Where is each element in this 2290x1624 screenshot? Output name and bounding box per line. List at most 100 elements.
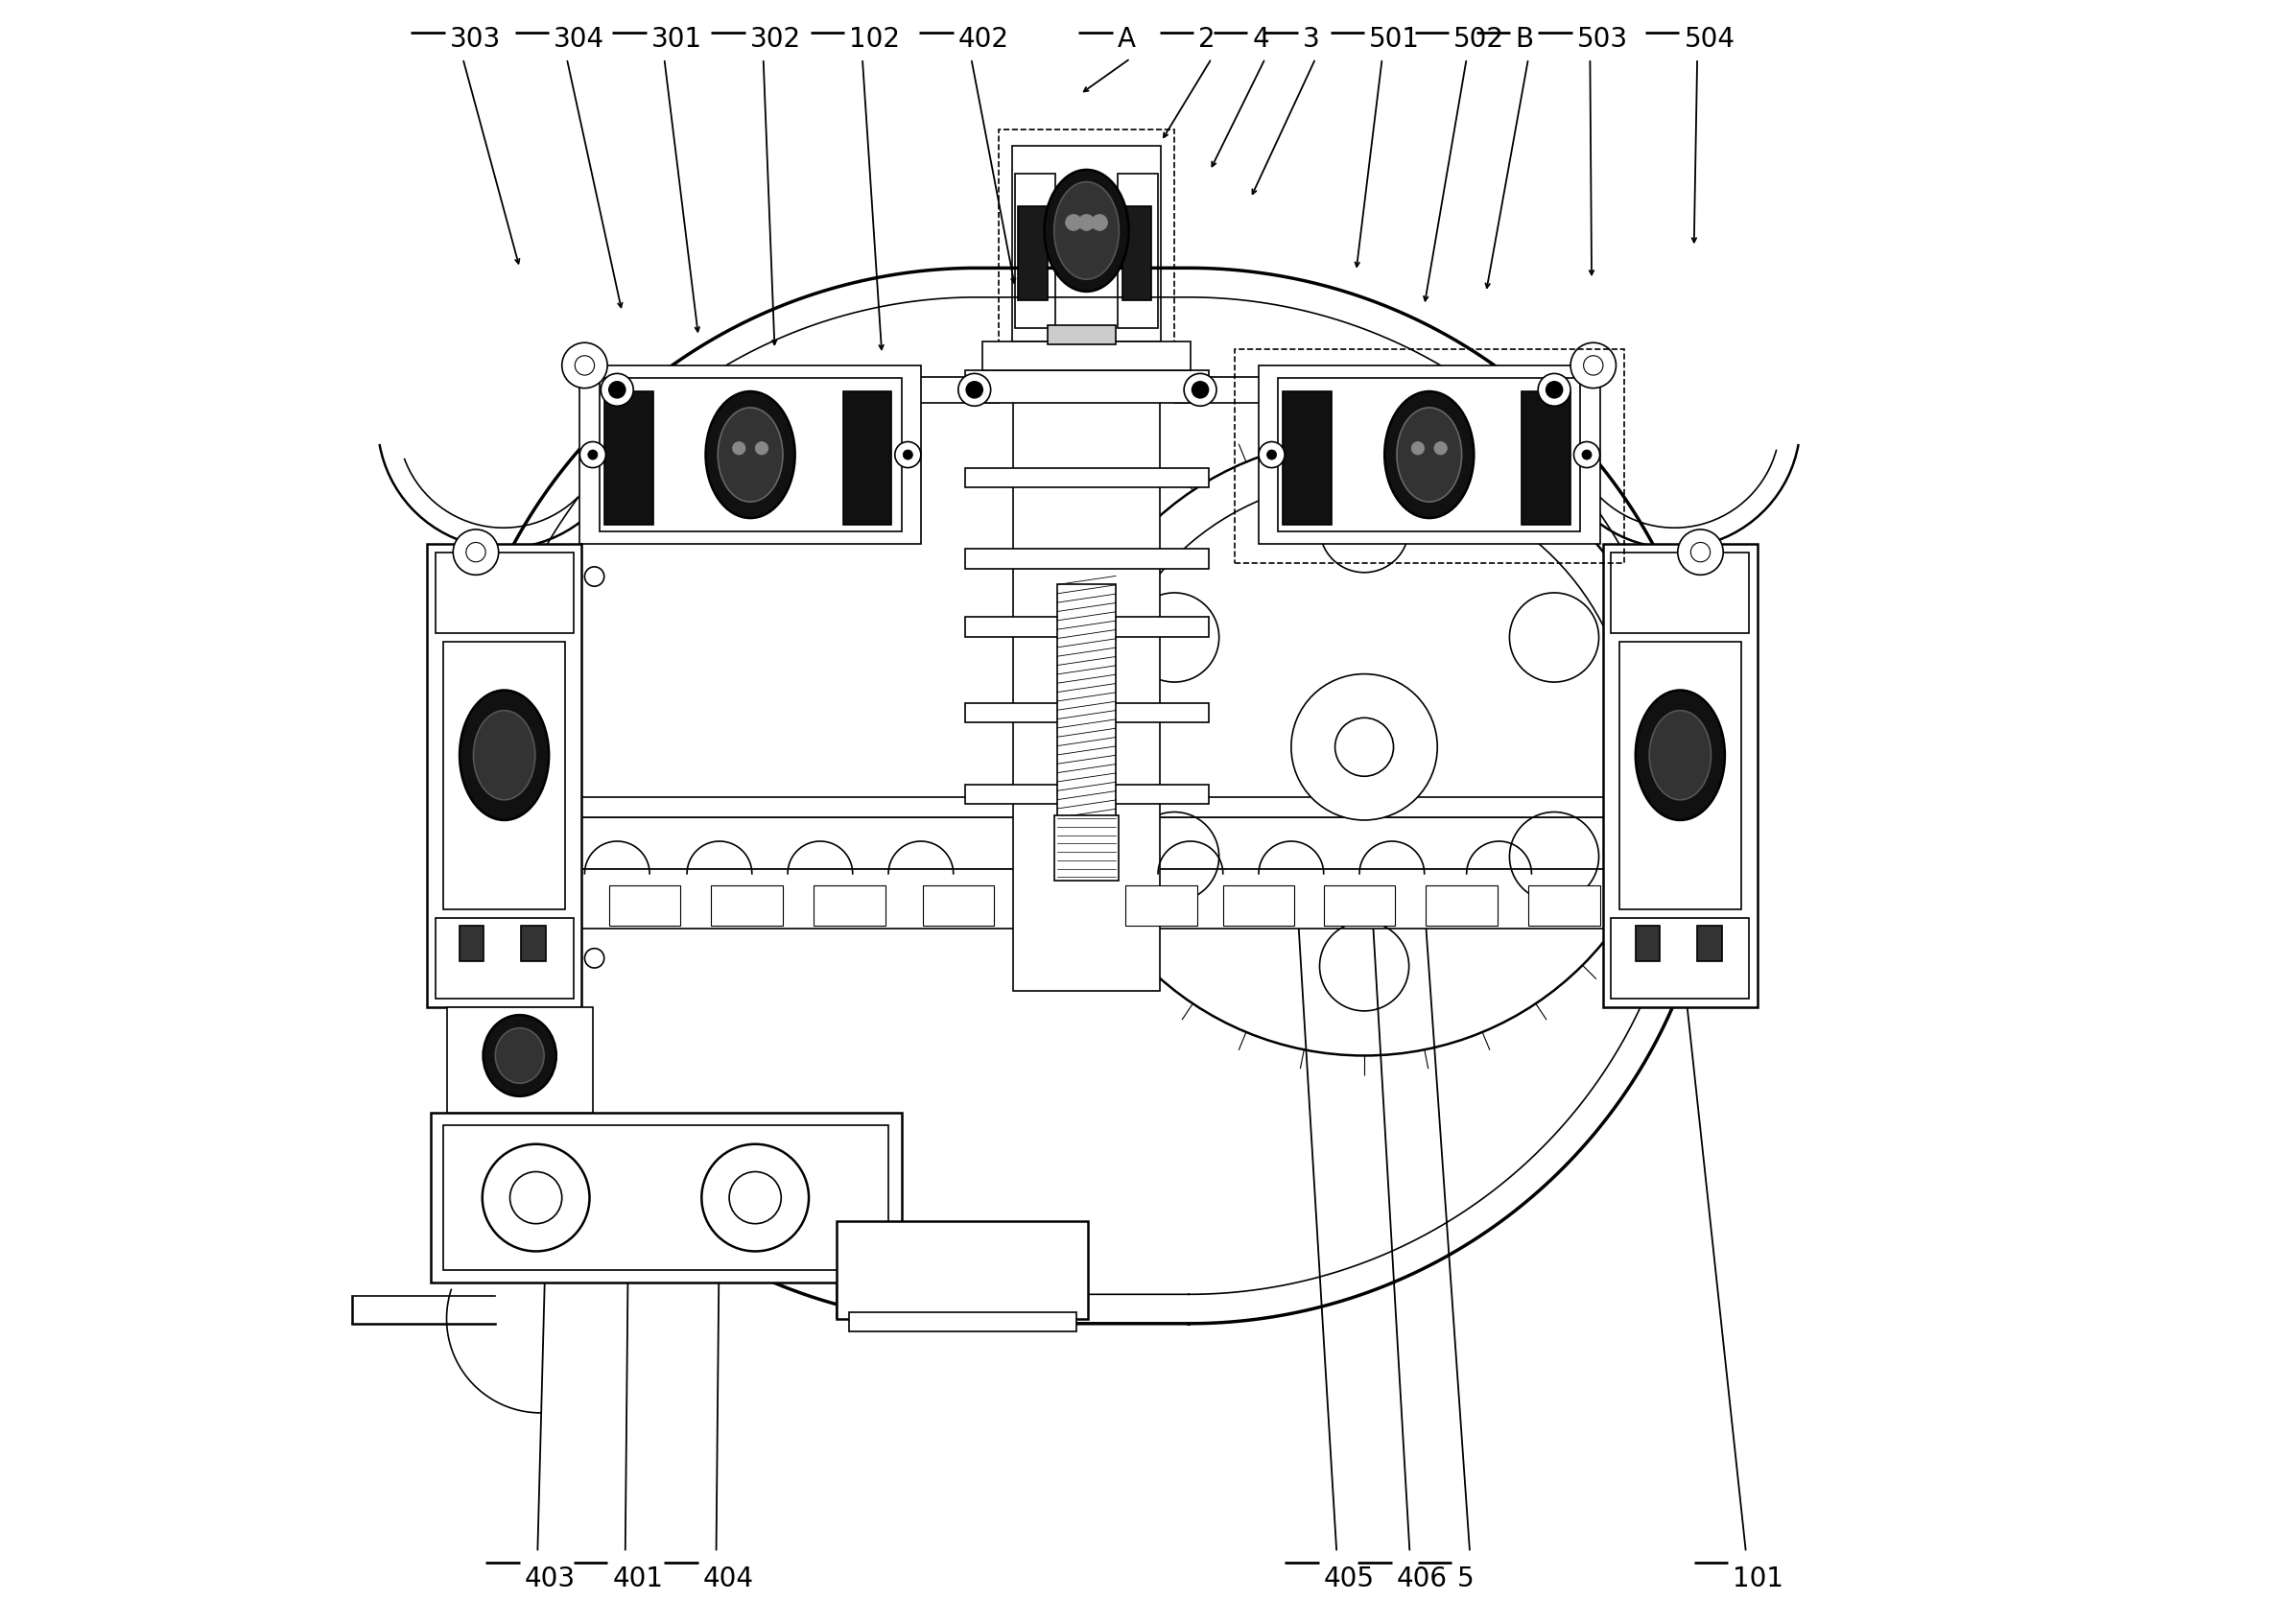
Bar: [1124, 885, 1198, 926]
Bar: [843, 391, 891, 525]
Bar: [605, 391, 653, 525]
Bar: [1527, 885, 1601, 926]
Ellipse shape: [705, 391, 795, 518]
Circle shape: [1679, 529, 1722, 575]
Text: 4: 4: [1253, 26, 1269, 52]
Ellipse shape: [1385, 391, 1475, 518]
Bar: [1697, 926, 1722, 961]
Bar: [1523, 391, 1571, 525]
Circle shape: [467, 542, 485, 562]
Text: 405: 405: [1324, 1566, 1374, 1592]
Bar: [964, 468, 1209, 487]
Bar: [1014, 357, 1159, 991]
Bar: [515, 817, 1660, 869]
Ellipse shape: [1053, 182, 1120, 279]
Circle shape: [701, 1143, 808, 1250]
Bar: [712, 885, 783, 926]
Bar: [1603, 544, 1756, 1007]
Text: 101: 101: [1734, 1566, 1784, 1592]
Circle shape: [1434, 442, 1447, 455]
Bar: [435, 552, 572, 633]
Text: 403: 403: [524, 1566, 575, 1592]
Circle shape: [1411, 442, 1424, 455]
Circle shape: [483, 1143, 589, 1250]
Circle shape: [584, 567, 605, 586]
Circle shape: [733, 442, 747, 455]
Circle shape: [1573, 442, 1601, 468]
Circle shape: [895, 442, 921, 468]
Bar: [1122, 206, 1152, 300]
Text: 503: 503: [1578, 26, 1628, 52]
Text: 5: 5: [1456, 1566, 1475, 1592]
Text: 2: 2: [1198, 26, 1216, 52]
Circle shape: [1546, 382, 1562, 398]
Bar: [1019, 206, 1047, 300]
Bar: [964, 370, 1209, 403]
Text: 501: 501: [1369, 26, 1420, 52]
Text: 303: 303: [449, 26, 502, 52]
Bar: [1278, 378, 1580, 531]
Bar: [1619, 641, 1740, 909]
Text: 404: 404: [703, 1566, 753, 1592]
Circle shape: [1571, 343, 1617, 388]
Ellipse shape: [1649, 710, 1711, 799]
Circle shape: [575, 356, 595, 375]
Text: 102: 102: [850, 26, 900, 52]
Bar: [579, 365, 921, 544]
Bar: [1260, 365, 1601, 544]
Circle shape: [728, 1173, 781, 1224]
Bar: [1282, 391, 1333, 525]
Circle shape: [756, 442, 767, 455]
Bar: [1234, 349, 1624, 564]
Circle shape: [1056, 438, 1674, 1056]
Circle shape: [1690, 542, 1711, 562]
Bar: [435, 918, 572, 999]
Ellipse shape: [495, 1028, 545, 1083]
Circle shape: [1582, 450, 1592, 460]
Bar: [964, 617, 1209, 637]
Bar: [1014, 174, 1056, 328]
Bar: [508, 885, 579, 926]
Circle shape: [589, 450, 598, 460]
Bar: [1053, 815, 1120, 880]
Text: A: A: [1118, 26, 1136, 52]
Text: B: B: [1516, 26, 1534, 52]
Circle shape: [1582, 356, 1603, 375]
Bar: [998, 130, 1175, 357]
Circle shape: [1184, 374, 1216, 406]
Bar: [609, 885, 680, 926]
Circle shape: [1292, 674, 1438, 820]
Circle shape: [600, 374, 634, 406]
Circle shape: [609, 382, 625, 398]
Bar: [444, 1125, 889, 1270]
Text: 301: 301: [650, 26, 703, 52]
Text: 401: 401: [611, 1566, 664, 1592]
Bar: [1223, 885, 1294, 926]
Circle shape: [453, 529, 499, 575]
Bar: [428, 544, 582, 1007]
Ellipse shape: [1635, 690, 1724, 820]
Bar: [595, 377, 998, 403]
Bar: [431, 1112, 902, 1283]
Ellipse shape: [474, 710, 536, 799]
Bar: [1635, 926, 1660, 961]
Bar: [964, 784, 1209, 804]
Circle shape: [1335, 718, 1395, 776]
Circle shape: [966, 382, 982, 398]
Ellipse shape: [717, 408, 783, 502]
Bar: [447, 1007, 593, 1112]
Circle shape: [1065, 214, 1081, 231]
Bar: [1324, 885, 1395, 926]
Ellipse shape: [460, 690, 550, 820]
Circle shape: [511, 1173, 561, 1224]
Bar: [923, 885, 994, 926]
Bar: [836, 1221, 1088, 1319]
Text: 3: 3: [1303, 26, 1319, 52]
Bar: [444, 641, 566, 909]
Bar: [964, 549, 1209, 568]
Bar: [1047, 325, 1115, 344]
Circle shape: [1260, 442, 1285, 468]
Bar: [1118, 174, 1159, 328]
Bar: [515, 797, 1660, 817]
Text: 502: 502: [1454, 26, 1505, 52]
